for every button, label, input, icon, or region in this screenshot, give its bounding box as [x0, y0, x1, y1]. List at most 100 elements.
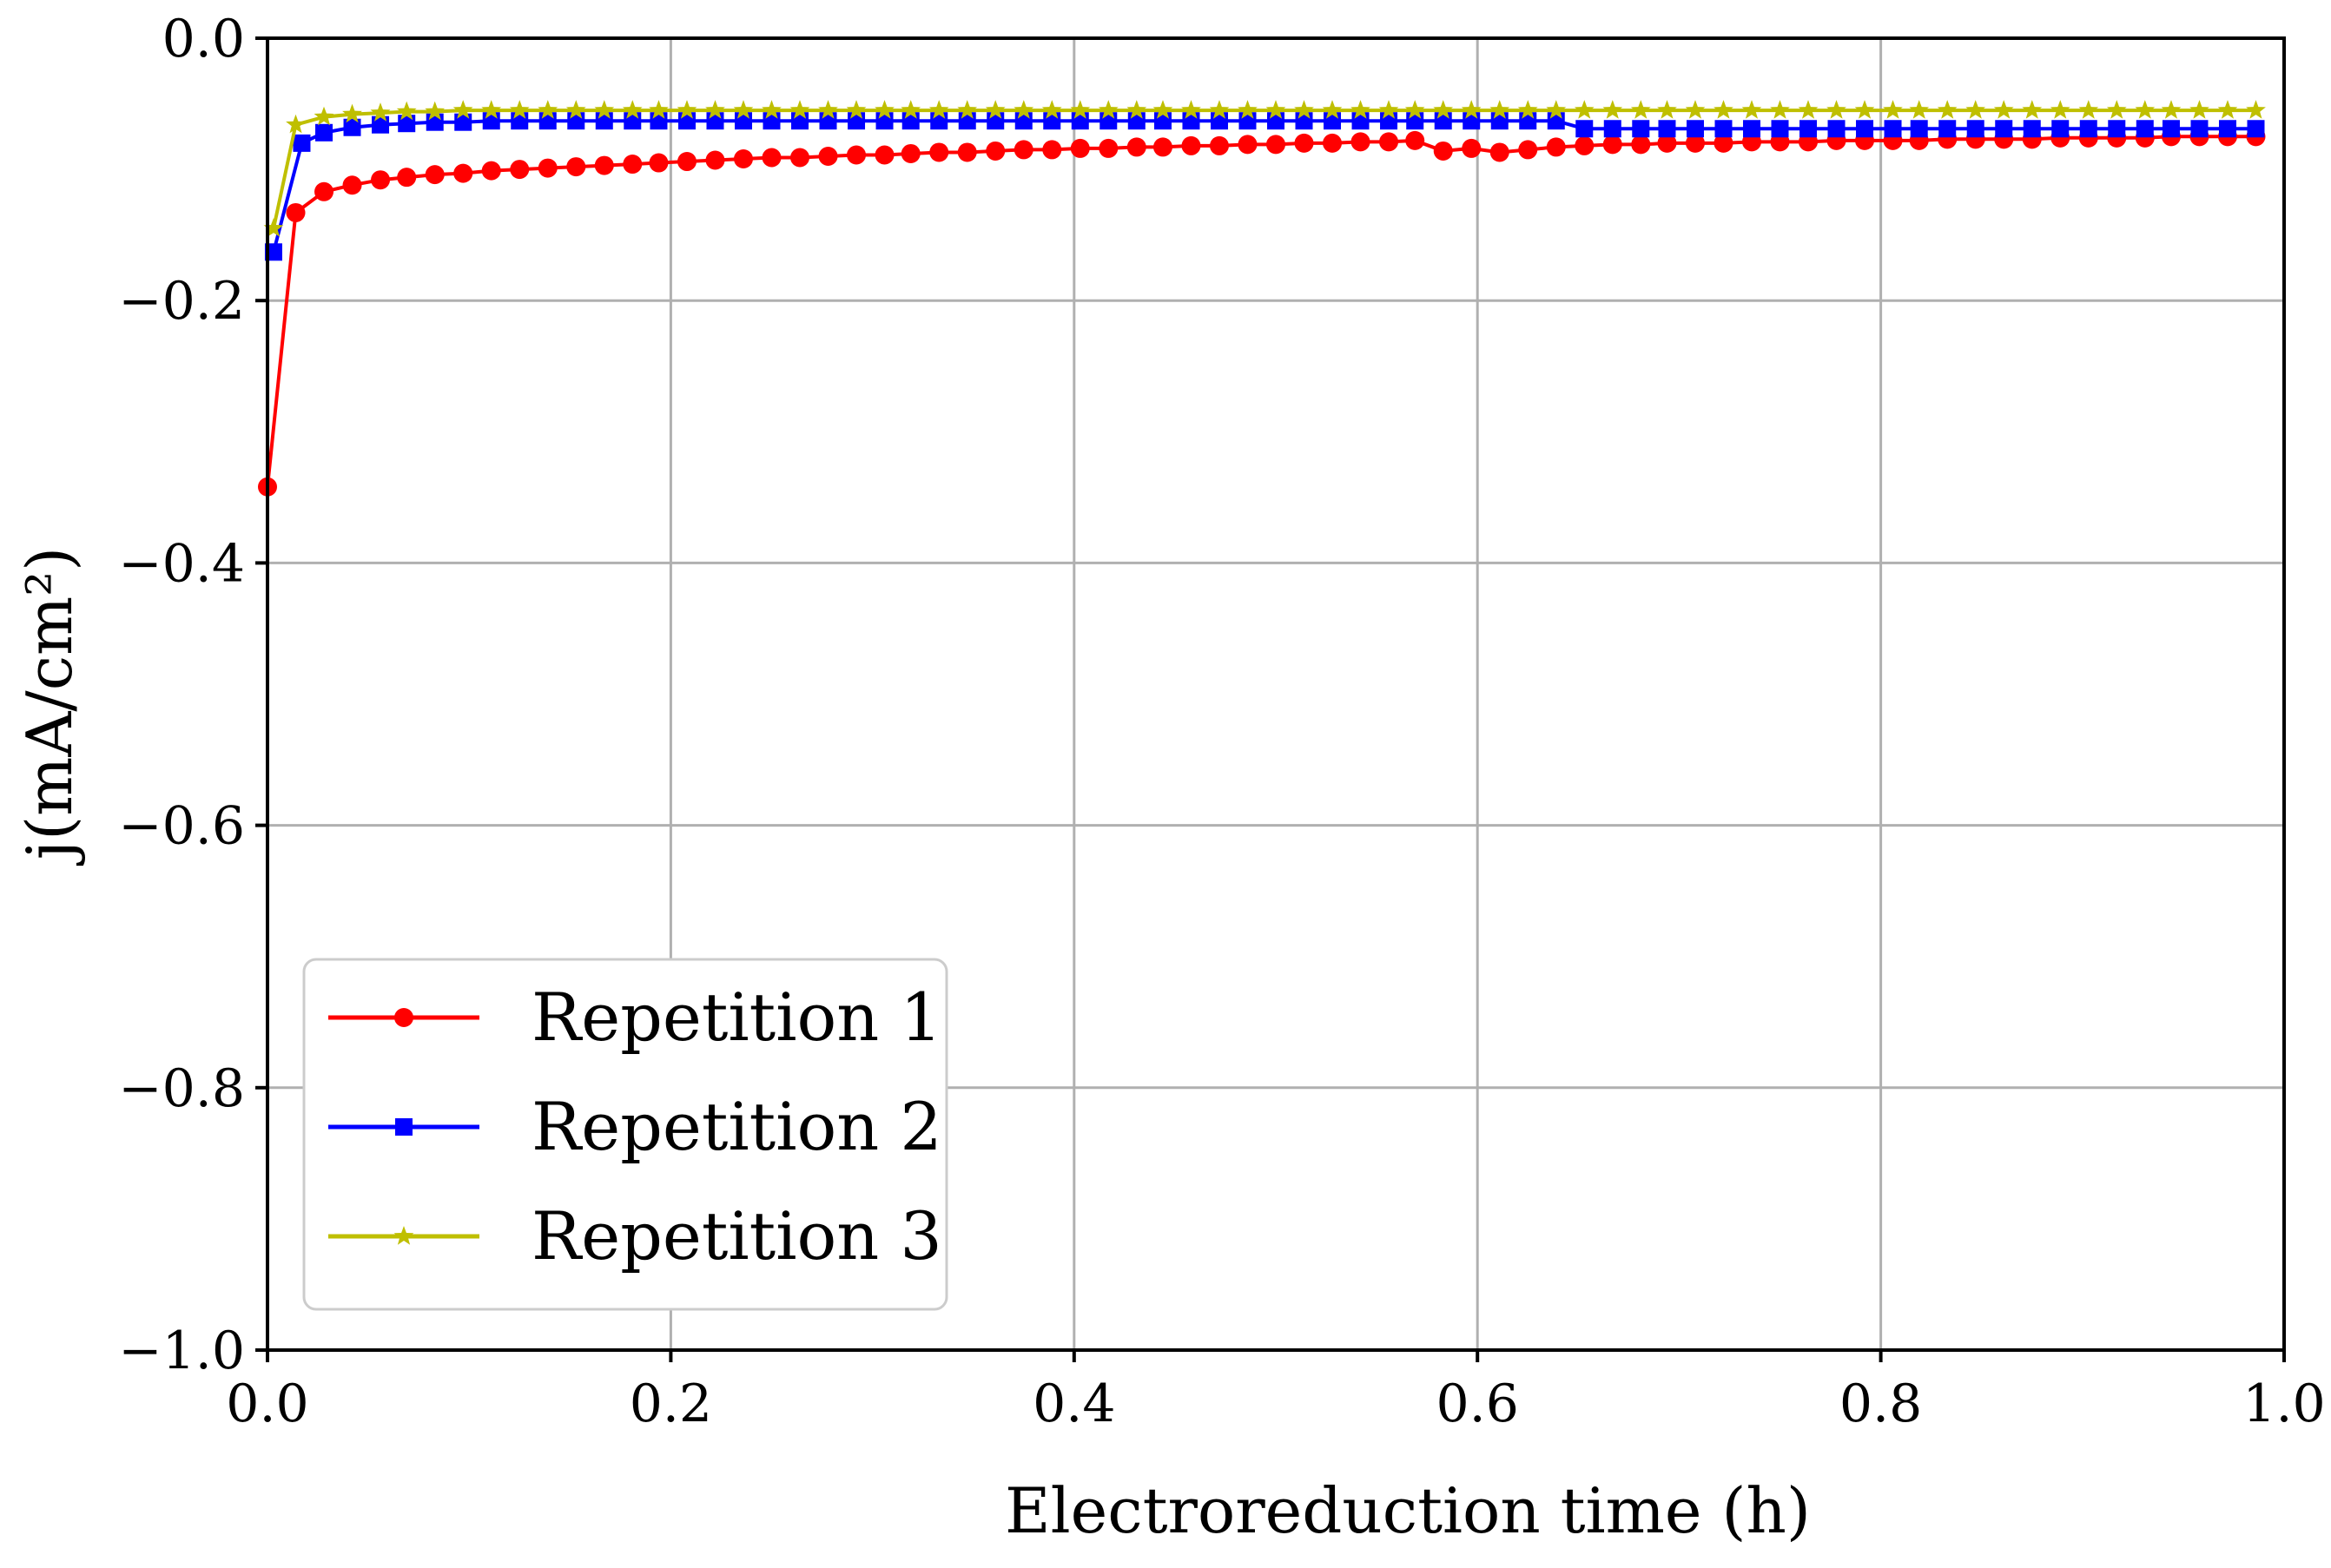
data-point — [1322, 100, 1343, 119]
data-point — [624, 112, 642, 130]
data-point — [1909, 100, 1930, 119]
data-point — [1995, 120, 2013, 138]
data-point — [398, 115, 416, 133]
legend-label: Repetition 2 — [532, 1088, 942, 1165]
data-point — [1406, 112, 1424, 130]
data-point — [293, 134, 311, 152]
data-point — [1433, 141, 1453, 161]
data-point — [2246, 100, 2266, 119]
data-point — [1323, 133, 1343, 153]
data-point — [705, 100, 725, 119]
x-tick-label: 0.2 — [630, 1374, 712, 1434]
data-point — [1519, 112, 1537, 130]
data-point — [622, 100, 643, 119]
data-point — [370, 102, 391, 122]
data-point — [958, 112, 976, 130]
data-point — [1127, 112, 1146, 130]
data-point — [1126, 137, 1146, 157]
data-point — [734, 112, 752, 130]
data-point — [677, 112, 696, 130]
data-point — [1883, 100, 1903, 119]
data-point — [649, 100, 669, 119]
legend-entry-3: Repetition 3 — [328, 1197, 942, 1275]
data-point — [1798, 100, 1819, 119]
data-point — [1434, 112, 1452, 130]
data-point — [650, 112, 668, 130]
data-point — [565, 100, 586, 119]
data-point — [1405, 130, 1425, 150]
data-point — [957, 100, 978, 119]
data-point — [511, 112, 529, 130]
data-point — [1489, 142, 1509, 162]
data-point — [1547, 112, 1565, 130]
data-point — [847, 145, 867, 165]
data-point — [2189, 100, 2209, 119]
data-point — [425, 165, 445, 185]
data-point — [481, 100, 502, 119]
data-point — [1404, 100, 1425, 119]
data-point — [1295, 112, 1313, 130]
data-point — [1685, 133, 1705, 153]
data-point — [1686, 120, 1704, 138]
data-point — [1071, 112, 1089, 130]
data-point — [1546, 137, 1566, 157]
data-point — [315, 123, 333, 142]
data-point — [1152, 100, 1173, 119]
data-point — [1826, 100, 1846, 119]
data-point — [1602, 135, 1622, 155]
data-point — [1014, 100, 1034, 119]
data-point — [1517, 100, 1538, 119]
data-point — [790, 148, 810, 168]
data-point — [1433, 100, 1454, 119]
data-point — [396, 101, 417, 121]
data-point — [2106, 100, 2127, 119]
data-point — [901, 112, 920, 130]
x-tick-label: 0.4 — [1033, 1374, 1115, 1434]
data-point — [342, 175, 362, 195]
data-point — [1294, 133, 1314, 153]
data-point — [1099, 112, 1118, 130]
data-point — [1181, 100, 1201, 119]
legend-marker — [394, 1008, 413, 1027]
data-point — [1965, 100, 1986, 119]
data-point — [2136, 120, 2154, 138]
legend-marker — [395, 1118, 413, 1136]
data-point — [875, 100, 895, 119]
data-point — [1041, 100, 1062, 119]
data-point — [705, 150, 725, 170]
data-point — [929, 142, 949, 162]
data-point — [453, 163, 473, 183]
data-point — [1489, 100, 1510, 119]
data-point — [1350, 132, 1370, 152]
data-point — [372, 115, 390, 134]
data-point — [2051, 120, 2070, 138]
data-point — [1152, 137, 1172, 157]
data-point — [314, 106, 334, 126]
data-point — [1070, 100, 1091, 119]
data-point — [567, 112, 585, 130]
data-point — [1742, 120, 1760, 138]
axis-ticks: 0.0 0.2 0.4 0.6 0.8 1.0 0.0 −0.2 −0.4 −0.6 −0.8 −1.… — [118, 9, 2325, 1434]
data-point — [2135, 100, 2156, 119]
data-point — [819, 112, 837, 130]
y-tick-label: 0.0 — [162, 9, 245, 69]
data-point — [1350, 100, 1370, 119]
data-point — [594, 100, 615, 119]
data-point — [425, 101, 446, 121]
data-point — [2162, 120, 2180, 138]
x-tick-label: 0.0 — [226, 1374, 308, 1434]
x-tick-label: 0.8 — [1839, 1374, 1922, 1434]
data-point — [426, 113, 444, 131]
data-point — [1574, 100, 1595, 119]
data-point — [818, 100, 838, 119]
data-point — [1351, 112, 1370, 130]
data-point — [2190, 120, 2209, 138]
data-point — [2078, 100, 2099, 119]
data-point — [1602, 100, 1623, 119]
data-point — [1042, 140, 1062, 160]
data-point — [1182, 112, 1200, 130]
data-point — [1938, 120, 1957, 138]
data-point — [1379, 132, 1399, 152]
data-point — [2022, 100, 2043, 119]
